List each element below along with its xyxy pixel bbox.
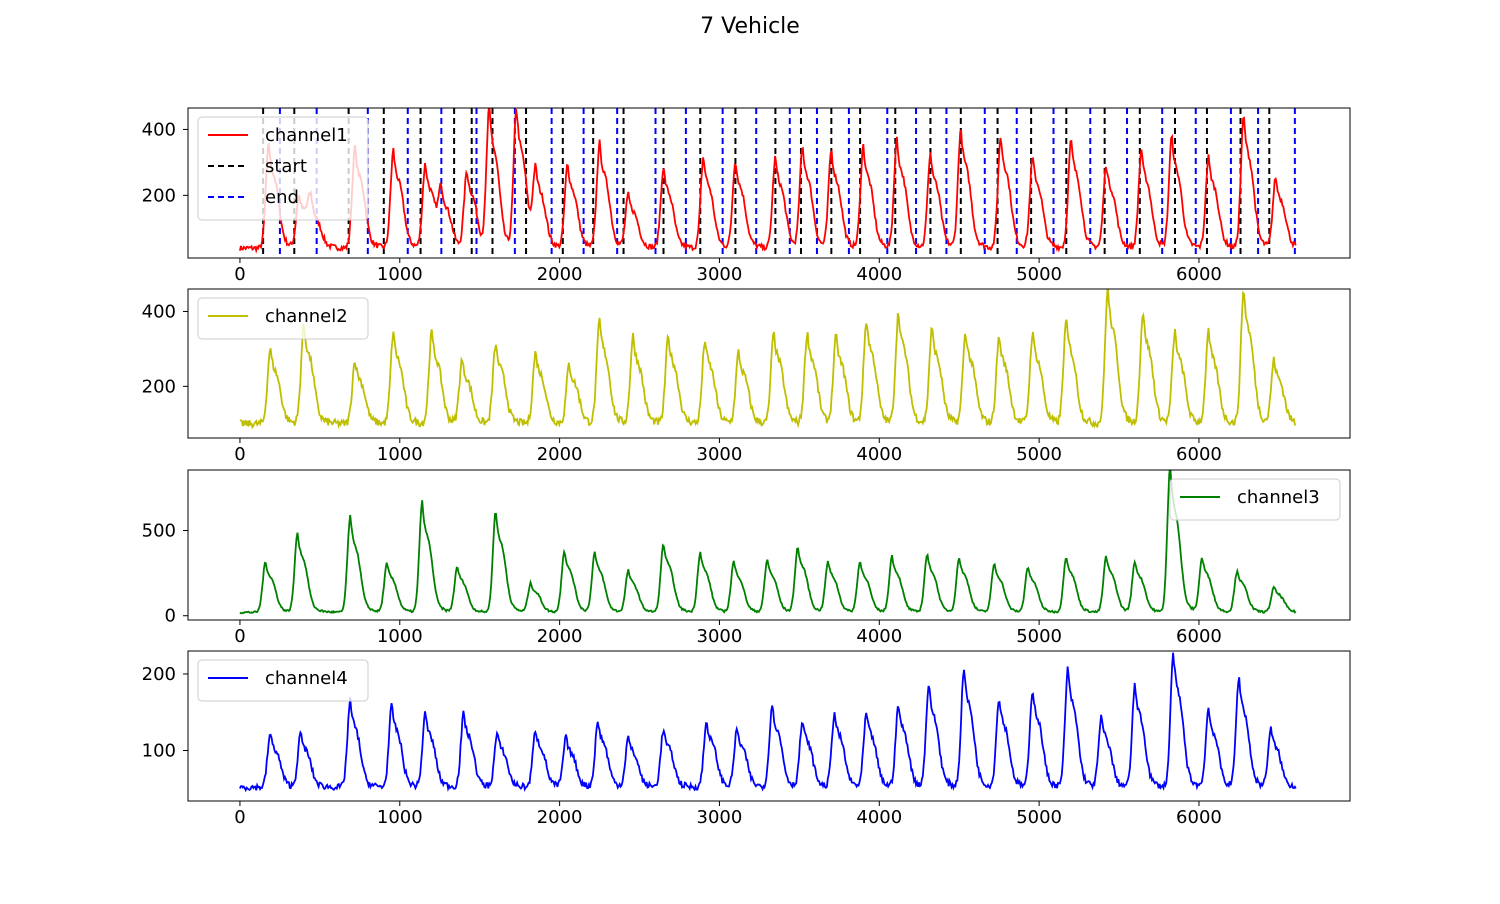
y-tick-label: 200 xyxy=(142,664,176,685)
x-tick-label: 1000 xyxy=(377,444,423,465)
legend-box xyxy=(197,297,369,340)
subplot-2: 0 1000 2000 3000 4000 5000 6000 200 400 channel2 xyxy=(142,288,1351,465)
y-tick-label: 500 xyxy=(142,521,176,542)
subplot-3: 0 1000 2000 3000 4000 5000 6000 0 500 channel3 xyxy=(142,469,1351,647)
plot-area xyxy=(239,289,1297,430)
x-tick-label: 5000 xyxy=(1016,807,1062,828)
axes-frame xyxy=(187,288,1351,439)
x-tick-label: 2000 xyxy=(537,626,583,647)
channel2-line xyxy=(239,289,1297,430)
x-tick-label: 4000 xyxy=(856,264,902,285)
subplot-4: 0 1000 2000 3000 4000 5000 6000 100 200 channel4 xyxy=(142,650,1351,828)
y-tick-label: 0 xyxy=(165,606,176,627)
legend-label-channel1: channel1 xyxy=(265,125,348,146)
x-tick-label: 5000 xyxy=(1016,444,1062,465)
y-tick-label: 100 xyxy=(142,740,176,761)
x-tick-label: 2000 xyxy=(537,444,583,465)
figure-title: 7 Vehicle xyxy=(700,14,800,39)
x-tick-label: 6000 xyxy=(1176,264,1222,285)
x-tick-label: 1000 xyxy=(377,626,423,647)
x-tick-label: 4000 xyxy=(856,807,902,828)
x-tick-label: 5000 xyxy=(1016,626,1062,647)
channel4-line xyxy=(239,652,1297,793)
x-tick-label: 3000 xyxy=(697,807,743,828)
x-tick-label: 4000 xyxy=(856,626,902,647)
x-tick-label: 6000 xyxy=(1176,444,1222,465)
plot-area xyxy=(239,470,1297,615)
x-tick-label: 5000 xyxy=(1016,264,1062,285)
legend-label-start: start xyxy=(265,156,307,177)
channel3-line xyxy=(239,470,1297,615)
legend-label-channel3: channel3 xyxy=(1237,487,1320,508)
axes-frame xyxy=(187,469,1351,621)
x-tick-label: 4000 xyxy=(856,444,902,465)
legend-box xyxy=(197,659,369,702)
channel1-line xyxy=(239,108,1297,254)
x-tick-label: 2000 xyxy=(537,807,583,828)
axes-frame xyxy=(187,650,1351,802)
plot-area xyxy=(239,652,1297,793)
x-tick-label: 6000 xyxy=(1176,626,1222,647)
legend: channel3 xyxy=(1169,478,1341,521)
x-tick-label: 0 xyxy=(234,626,245,647)
legend-box xyxy=(197,116,369,221)
y-tick-label: 200 xyxy=(142,185,176,206)
legend-label-end: end xyxy=(265,187,299,208)
x-tick-label: 6000 xyxy=(1176,807,1222,828)
x-tick-label: 0 xyxy=(234,807,245,828)
legend-label-channel2: channel2 xyxy=(265,306,348,327)
x-tick-label: 2000 xyxy=(537,264,583,285)
x-tick-label: 0 xyxy=(234,444,245,465)
subplot-1: 0 1000 2000 3000 4000 5000 6000 200 400 channel1 s… xyxy=(142,107,1351,285)
x-tick-label: 3000 xyxy=(697,444,743,465)
y-tick-label: 200 xyxy=(142,376,176,397)
legend-label-channel4: channel4 xyxy=(265,668,348,689)
legend-box xyxy=(1169,478,1341,521)
x-tick-label: 0 xyxy=(234,264,245,285)
x-tick-label: 3000 xyxy=(697,626,743,647)
y-tick-label: 400 xyxy=(142,301,176,322)
legend: channel1 start end xyxy=(197,116,369,221)
legend: channel4 xyxy=(197,659,369,702)
x-tick-label: 3000 xyxy=(697,264,743,285)
axes-frame xyxy=(187,107,1351,259)
x-tick-label: 1000 xyxy=(377,264,423,285)
y-tick-label: 400 xyxy=(142,119,176,140)
x-tick-label: 1000 xyxy=(377,807,423,828)
plot-area xyxy=(239,108,1297,258)
legend: channel2 xyxy=(197,297,369,340)
